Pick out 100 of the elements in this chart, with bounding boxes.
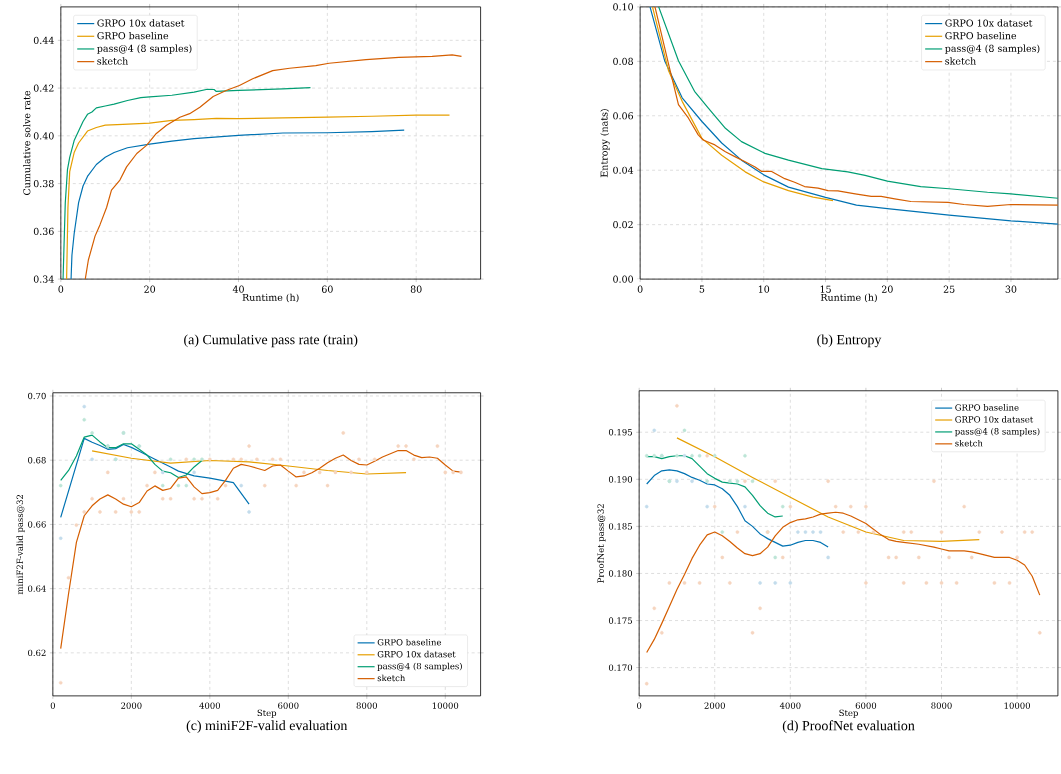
point xyxy=(1037,631,1042,635)
point xyxy=(247,444,251,449)
point xyxy=(176,483,181,488)
line-series xyxy=(60,437,250,519)
x-tick-label: 4000 xyxy=(199,702,221,709)
point xyxy=(365,470,369,475)
point xyxy=(886,555,891,560)
point xyxy=(826,555,830,560)
point xyxy=(712,504,717,509)
line-series xyxy=(70,129,405,280)
x-tick-label: 30 xyxy=(1005,285,1017,293)
point xyxy=(262,483,267,488)
point xyxy=(720,555,725,560)
point xyxy=(58,483,63,488)
point xyxy=(909,530,914,534)
point xyxy=(871,530,876,534)
point xyxy=(947,555,951,560)
x-tick-label: 10000 xyxy=(1004,702,1031,709)
point xyxy=(121,497,126,501)
point xyxy=(231,457,236,462)
y-tick-label: 0.190 xyxy=(608,476,633,483)
legend-label: sketch xyxy=(955,440,983,447)
y-tick-label: 0.195 xyxy=(608,429,632,436)
point xyxy=(705,504,709,509)
point xyxy=(652,428,657,433)
point xyxy=(168,457,173,462)
point xyxy=(977,530,982,534)
point xyxy=(215,497,220,501)
point xyxy=(333,470,338,475)
line-series xyxy=(646,469,829,548)
y-tick-label: 0.00 xyxy=(613,275,633,283)
point xyxy=(864,504,868,509)
text: (c) miniF2F-valid evaluation xyxy=(186,720,348,734)
y-axis-title: Entropy (nats) xyxy=(600,109,610,178)
point xyxy=(192,470,196,475)
point xyxy=(278,457,283,462)
text: (a) Cumulative pass rate (train) xyxy=(184,334,358,348)
point xyxy=(435,444,440,449)
y-tick-label: 0.68 xyxy=(28,457,46,464)
point xyxy=(357,457,361,462)
point xyxy=(412,457,416,462)
y-tick-label: 0.04 xyxy=(613,166,634,174)
text: (b) Entropy xyxy=(817,334,882,348)
point xyxy=(239,457,244,462)
line-series xyxy=(91,450,407,475)
point xyxy=(788,504,793,509)
point xyxy=(720,530,725,534)
point xyxy=(1030,530,1035,534)
x-tick-label: 2000 xyxy=(121,702,142,709)
legend-label: GRPO baseline xyxy=(945,32,1017,40)
point xyxy=(833,504,838,509)
point xyxy=(160,470,165,475)
point xyxy=(758,581,762,585)
point xyxy=(451,470,455,475)
point xyxy=(98,510,102,514)
point xyxy=(404,444,408,449)
line-series xyxy=(646,455,784,518)
x-tick-label: 6000 xyxy=(855,702,877,709)
point xyxy=(1015,555,1019,560)
point xyxy=(728,581,732,585)
point xyxy=(1007,581,1012,585)
x-tick-label: 40 xyxy=(232,285,244,293)
legend-label: GRPO 10x dataset xyxy=(945,19,1033,27)
point xyxy=(1022,530,1027,534)
point xyxy=(247,510,251,514)
point xyxy=(962,504,966,509)
y-tick-label: 0.175 xyxy=(608,617,632,624)
y-tick-label: 0.40 xyxy=(33,132,54,140)
point xyxy=(743,479,747,484)
x-tick-label: 25 xyxy=(943,285,955,293)
y-tick-label: 0.06 xyxy=(613,112,634,120)
point xyxy=(255,457,259,462)
x-tick-label: 8000 xyxy=(931,702,952,709)
y-tick-label: 0.66 xyxy=(28,521,46,528)
point xyxy=(644,454,649,458)
point xyxy=(690,479,694,484)
x-axis-title: Runtime (h) xyxy=(820,293,877,303)
point xyxy=(372,457,377,462)
point xyxy=(317,470,322,475)
line-series xyxy=(646,511,1041,654)
y-axis-title: Cumulative solve rate xyxy=(23,91,31,196)
point xyxy=(208,457,212,462)
legend-label: pass@4 (8 samples) xyxy=(97,44,192,54)
point xyxy=(969,555,974,560)
point xyxy=(901,581,906,585)
point xyxy=(939,530,944,534)
point xyxy=(459,470,463,475)
point xyxy=(728,479,732,484)
point xyxy=(894,555,898,560)
legend-label: GRPO 10x dataset xyxy=(955,416,1034,423)
point xyxy=(743,454,747,458)
x-tick-label: 0 xyxy=(637,702,642,709)
x-tick-label: 2000 xyxy=(704,702,725,709)
y-tick-label: 0.38 xyxy=(33,180,54,188)
point xyxy=(743,504,747,509)
point xyxy=(349,470,353,475)
point xyxy=(992,581,997,585)
point xyxy=(750,631,755,635)
legend-label: GRPO 10x dataset xyxy=(97,19,185,27)
point xyxy=(697,581,702,585)
